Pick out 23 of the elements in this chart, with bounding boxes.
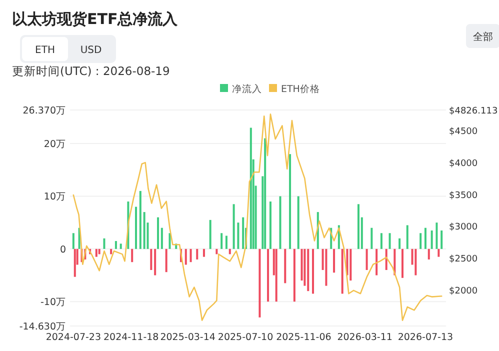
y2-tick-label: $2000 xyxy=(449,286,478,296)
y-tick-label: -10万 xyxy=(40,297,66,308)
y-tick-label: 0 xyxy=(60,244,66,256)
y2-tick-label: $4500 xyxy=(449,127,478,138)
y2-tick-label: $4000 xyxy=(449,159,478,170)
y-tick-label: 10万 xyxy=(44,192,66,203)
y2-tick-label: $2500 xyxy=(449,254,478,264)
legend-label: ETH价格 xyxy=(281,83,320,95)
chart-subtitle: 更新时间(UTC) : 2026-08-19 xyxy=(12,64,170,78)
y2-tick-label: $4826.113 xyxy=(449,106,498,116)
y2-tick-label: $3500 xyxy=(449,190,478,201)
y-tick-label: 20万 xyxy=(44,139,66,150)
x-tick-label: 2026-07-13 xyxy=(398,332,454,343)
y2-tick-label: $3000 xyxy=(449,222,478,233)
y-tick-label: 26.370万 xyxy=(22,106,66,116)
x-tick-label: 2025-11-06 xyxy=(276,332,332,343)
x-tick-label: 2024-07-23 xyxy=(46,332,102,343)
x-tick-label: 2025-07-10 xyxy=(218,332,274,343)
x-tick-label: 2025-03-14 xyxy=(160,332,216,343)
legend-label: 净流入 xyxy=(232,83,262,95)
x-tick-label: 2026-03-11 xyxy=(337,332,392,343)
x-tick-label: 2024-11-18 xyxy=(104,332,159,343)
y-tick-label: -14.630万 xyxy=(19,322,66,332)
